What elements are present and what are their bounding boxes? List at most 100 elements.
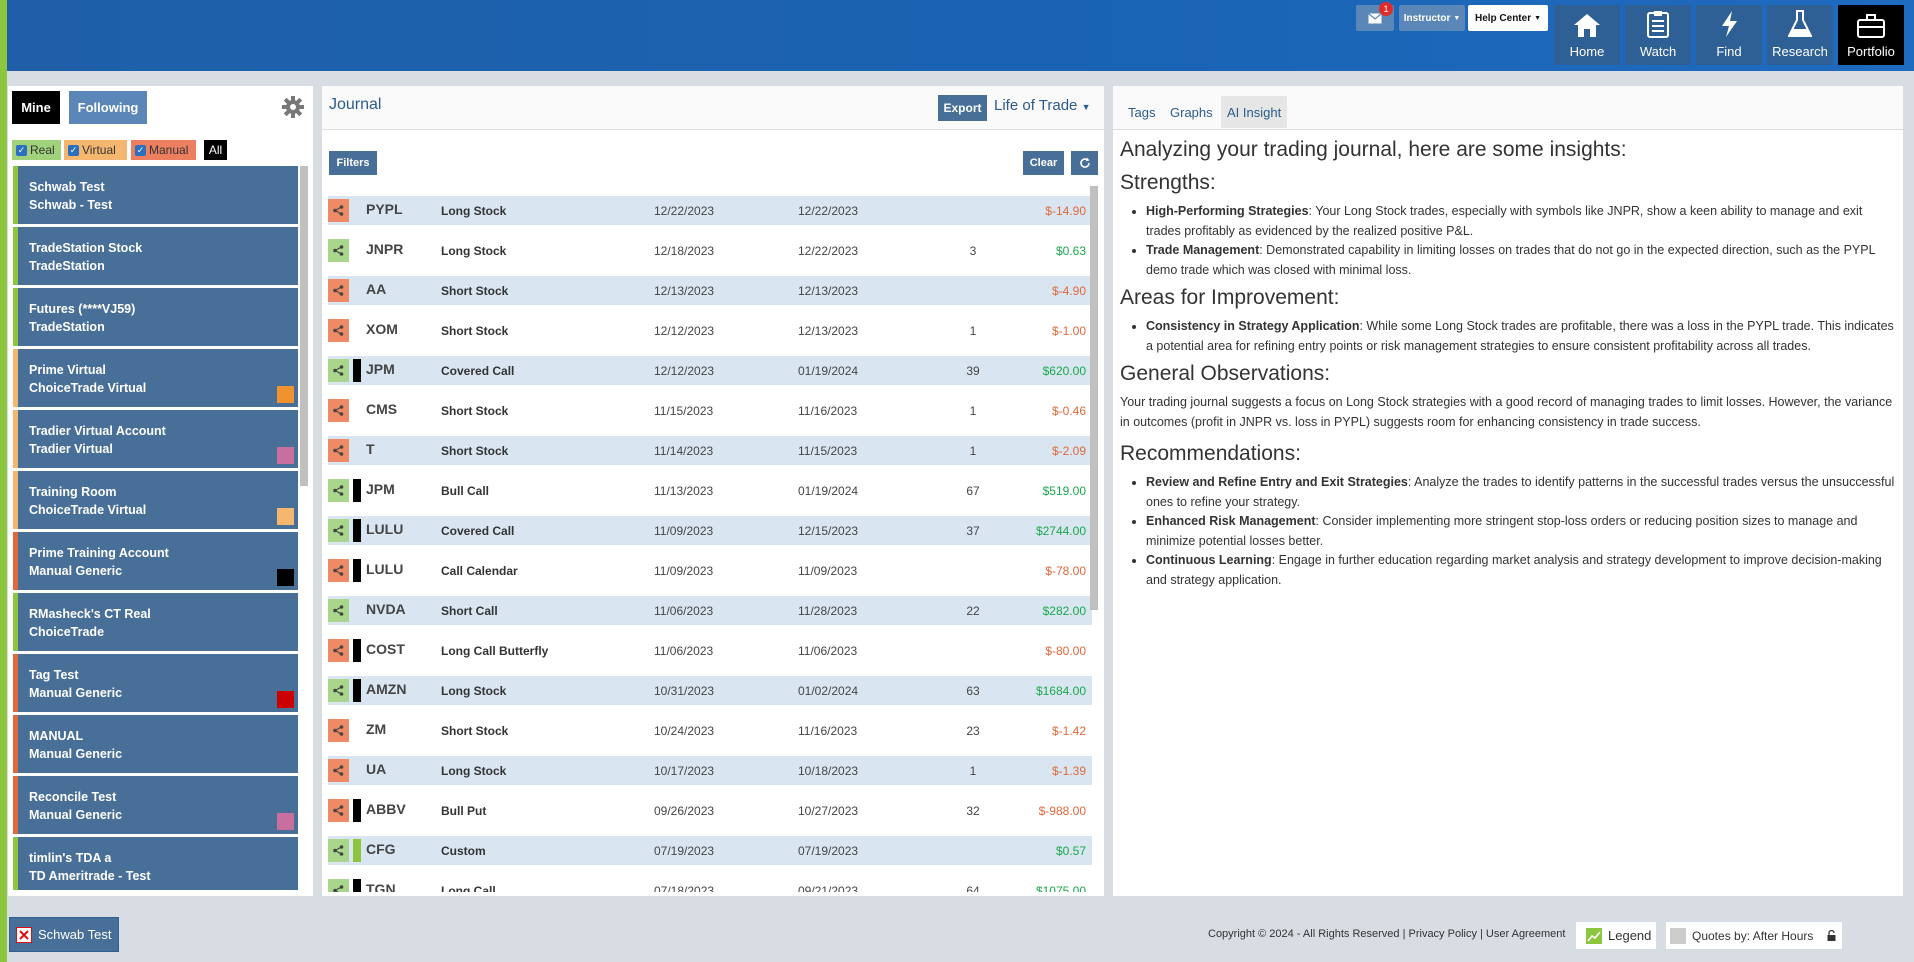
trade-symbol: NVDA [366, 601, 406, 617]
trade-row[interactable]: UA Long Stock 10/17/2023 10/18/2023 1 $-1.39 [328, 756, 1092, 785]
trade-tag-bar [353, 519, 361, 542]
trade-row[interactable]: LULU Covered Call 11/09/2023 12/15/2023 37 $2… [328, 516, 1092, 545]
trade-row[interactable]: JPM Covered Call 12/12/2023 01/19/2024 39 $62… [328, 356, 1092, 385]
help-center-dropdown[interactable]: Help Center ▼ [1468, 5, 1548, 31]
trade-pl: $1684.00 [1035, 684, 1086, 698]
share-icon[interactable] [328, 239, 349, 262]
account-item[interactable]: Training Room ChoiceTrade Virtual [13, 471, 298, 529]
share-icon[interactable] [328, 639, 349, 662]
trade-strategy: Bull Put [441, 804, 487, 818]
trade-row[interactable]: JNPR Long Stock 12/18/2023 12/22/2023 3 $0.63 [328, 236, 1092, 265]
view-mode-dropdown[interactable]: Life of Trade ▼ [994, 97, 1090, 114]
account-broker: Manual Generic [29, 564, 123, 578]
insight-heading: Analyzing your trading journal, here are… [1120, 138, 1627, 161]
account-item[interactable]: Reconcile Test Manual Generic [13, 776, 298, 834]
nav-watch[interactable]: Watch [1625, 5, 1691, 65]
filter-real[interactable]: ✓ Real [12, 140, 61, 160]
tab-ai-insight[interactable]: AI Insight [1221, 96, 1288, 128]
nav-find[interactable]: Find [1696, 5, 1762, 65]
account-broker: ChoiceTrade Virtual [29, 503, 147, 517]
account-item[interactable]: RMasheck's CT Real ChoiceTrade [13, 593, 298, 651]
filter-virtual-label: Virtual [82, 143, 116, 157]
share-icon[interactable] [328, 719, 349, 742]
trade-strategy: Short Stock [441, 404, 509, 418]
account-item[interactable]: MANUAL Manual Generic [13, 715, 298, 773]
quotes-status-swatch [1670, 927, 1686, 944]
quotes-status[interactable]: Quotes by: After Hours [1666, 922, 1842, 949]
share-icon[interactable] [328, 759, 349, 782]
account-item[interactable]: Futures (****VJ59) TradeStation [13, 288, 298, 346]
share-icon[interactable] [328, 279, 349, 302]
clear-button[interactable]: Clear [1023, 151, 1064, 175]
trade-row[interactable]: JPM Bull Call 11/13/2023 01/19/2024 67 $519.0… [328, 476, 1092, 505]
trade-row[interactable]: CFG Custom 07/19/2023 07/19/2023 $0.57 [328, 836, 1092, 865]
account-name: Reconcile Test [29, 790, 117, 804]
share-icon[interactable] [328, 799, 349, 822]
trade-list-scrollbar[interactable] [1090, 186, 1098, 610]
account-item[interactable]: Tag Test Manual Generic [13, 654, 298, 712]
filter-manual[interactable]: ✓ Manual [131, 140, 196, 160]
mine-tab[interactable]: Mine [12, 91, 60, 124]
share-icon[interactable] [328, 559, 349, 582]
share-icon[interactable] [328, 879, 349, 892]
trade-row[interactable]: XOM Short Stock 12/12/2023 12/13/2023 1 $-1.0… [328, 316, 1092, 345]
trade-row[interactable]: AA Short Stock 12/13/2023 12/13/2023 $-4.90 [328, 276, 1092, 305]
close-icon[interactable] [16, 926, 32, 943]
tab-tags[interactable]: Tags [1128, 104, 1156, 120]
trade-row[interactable]: LULU Call Calendar 11/09/2023 11/09/2023 $-7… [328, 556, 1092, 585]
trade-row[interactable]: TGN Long Call 07/18/2023 09/21/2023 64 $1075.… [328, 876, 1092, 892]
trade-row[interactable]: AMZN Long Stock 10/31/2023 01/02/2024 63 $168… [328, 676, 1092, 705]
share-icon[interactable] [328, 599, 349, 622]
share-icon[interactable] [328, 679, 349, 702]
trade-row[interactable]: COST Long Call Butterfly 11/06/2023 11/06/2… [328, 636, 1092, 665]
refresh-button[interactable] [1071, 151, 1098, 175]
account-broker: Manual Generic [29, 747, 123, 761]
trade-symbol: AMZN [366, 681, 407, 697]
share-icon[interactable] [328, 319, 349, 342]
settings-button[interactable] [282, 96, 304, 123]
trade-symbol: UA [366, 761, 387, 777]
export-button[interactable]: Export [938, 95, 987, 121]
share-icon[interactable] [328, 479, 349, 502]
share-icon[interactable] [328, 439, 349, 462]
share-icon[interactable] [328, 519, 349, 542]
share-icon[interactable] [328, 399, 349, 422]
copyright-text: Copyright © 2024 - All Rights Reserved |… [1208, 928, 1566, 940]
account-item[interactable]: Prime Training Account Manual Generic [13, 532, 298, 590]
trade-row[interactable]: NVDA Short Call 11/06/2023 11/28/2023 22 $282… [328, 596, 1092, 625]
home-icon [1574, 14, 1600, 37]
nav-home[interactable]: Home [1554, 5, 1620, 65]
tab-graphs[interactable]: Graphs [1170, 104, 1213, 120]
nav-portfolio[interactable]: Portfolio [1838, 5, 1904, 65]
trade-row[interactable]: ZM Short Stock 10/24/2023 11/16/2023 23 $-1.4… [328, 716, 1092, 745]
account-broker: Schwab - Test [29, 198, 113, 212]
item-text: : Analyze the trades to identify pattern… [1146, 475, 1895, 509]
trade-row[interactable]: PYPL Long Stock 12/22/2023 12/22/2023 $-14.9… [328, 196, 1092, 225]
account-name: Tag Test [29, 668, 79, 682]
trade-open-date: 11/14/2023 [654, 444, 714, 458]
account-item[interactable]: Schwab Test Schwab - Test [13, 166, 298, 224]
legend-button[interactable]: Legend [1576, 922, 1656, 949]
filters-button[interactable]: Filters [329, 151, 377, 175]
filter-virtual[interactable]: ✓ Virtual [64, 140, 127, 160]
account-list-scrollbar[interactable] [300, 166, 308, 486]
trade-close-date: 09/21/2023 [798, 884, 859, 892]
active-account-button[interactable]: Schwab Test [9, 917, 119, 952]
share-icon[interactable] [328, 199, 349, 222]
trade-row[interactable]: CMS Short Stock 11/15/2023 11/16/2023 1 $-0.4… [328, 396, 1092, 425]
trade-symbol: T [366, 441, 375, 457]
following-tab[interactable]: Following [69, 91, 147, 124]
account-item[interactable]: Prime Virtual ChoiceTrade Virtual [13, 349, 298, 407]
share-icon[interactable] [328, 359, 349, 382]
account-item[interactable]: Tradier Virtual Account Tradier Virtual [13, 410, 298, 468]
trade-row[interactable]: T Short Stock 11/14/2023 11/15/2023 1 $-2.09 [328, 436, 1092, 465]
nav-research[interactable]: Research [1767, 5, 1833, 65]
account-item[interactable]: TradeStation Stock TradeStation [13, 227, 298, 285]
instructor-dropdown[interactable]: Instructor ▼ [1399, 5, 1465, 31]
account-item[interactable]: timlin's TDA a TD Ameritrade - Test [13, 837, 298, 890]
trade-row[interactable]: ABBV Bull Put 09/26/2023 10/27/2023 32 $-988.… [328, 796, 1092, 825]
trade-days: 64 [966, 884, 980, 892]
share-icon[interactable] [328, 839, 349, 862]
filter-all[interactable]: All [204, 140, 227, 160]
improvement-list: Consistency in Strategy Application: Whi… [1146, 317, 1895, 356]
